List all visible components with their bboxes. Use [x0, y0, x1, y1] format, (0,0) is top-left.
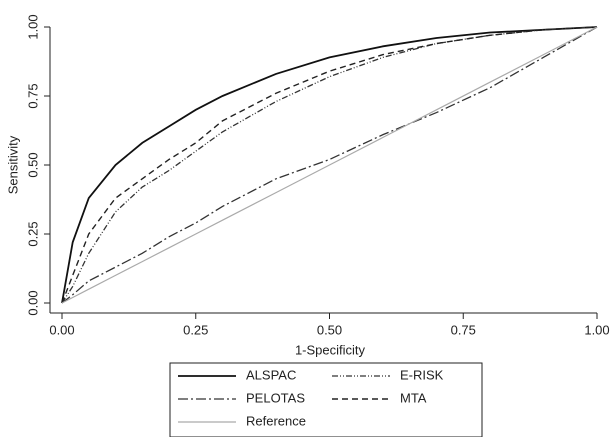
legend-label: PELOTAS — [246, 390, 305, 405]
series-line — [61, 26, 598, 304]
y-tick-label: 1.00 — [25, 14, 40, 39]
x-tick-label: 0.75 — [451, 322, 476, 337]
y-axis-label: Sensitivity — [5, 135, 20, 194]
y-tick-label: 0.75 — [25, 83, 40, 108]
series-line — [61, 26, 598, 304]
x-tick-label: 0.25 — [183, 322, 208, 337]
series-line — [61, 26, 598, 304]
x-tick-label: 1.00 — [584, 322, 609, 337]
legend-label: E-RISK — [400, 367, 444, 382]
legend — [169, 362, 483, 437]
x-axis-label: 1-Specificity — [295, 342, 366, 357]
x-tick-label: 0.00 — [49, 322, 74, 337]
y-tick-label: 0.00 — [25, 290, 40, 315]
legend-label: Reference — [246, 413, 306, 428]
series-line — [61, 26, 598, 304]
y-tick-label: 0.50 — [25, 152, 40, 177]
y-tick-label: 0.25 — [25, 221, 40, 246]
legend-label: MTA — [400, 390, 427, 405]
x-tick-label: 0.50 — [317, 322, 342, 337]
legend-label: ALSPAC — [246, 367, 296, 382]
